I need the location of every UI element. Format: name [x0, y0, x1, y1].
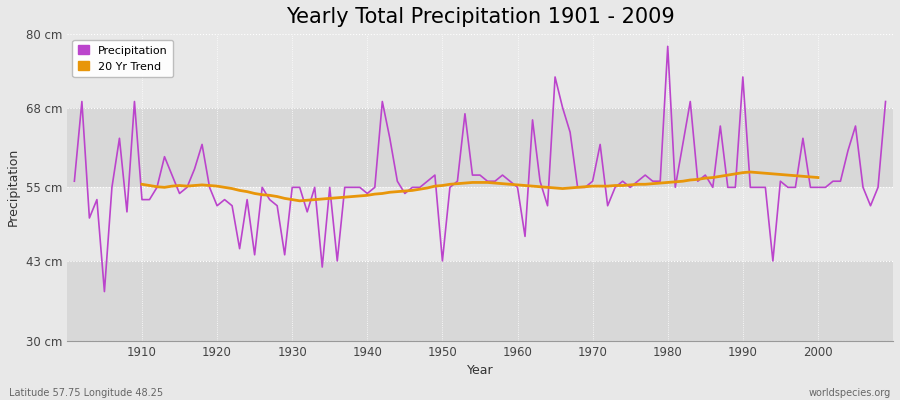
- X-axis label: Year: Year: [466, 364, 493, 377]
- Bar: [67, 261, 893, 341]
- Bar: [67, 34, 893, 108]
- Y-axis label: Precipitation: Precipitation: [7, 148, 20, 226]
- Text: worldspecies.org: worldspecies.org: [809, 388, 891, 398]
- Title: Yearly Total Precipitation 1901 - 2009: Yearly Total Precipitation 1901 - 2009: [285, 7, 674, 27]
- Bar: [67, 187, 893, 261]
- Bar: [67, 108, 893, 187]
- Text: Latitude 57.75 Longitude 48.25: Latitude 57.75 Longitude 48.25: [9, 388, 163, 398]
- Legend: Precipitation, 20 Yr Trend: Precipitation, 20 Yr Trend: [72, 40, 174, 77]
